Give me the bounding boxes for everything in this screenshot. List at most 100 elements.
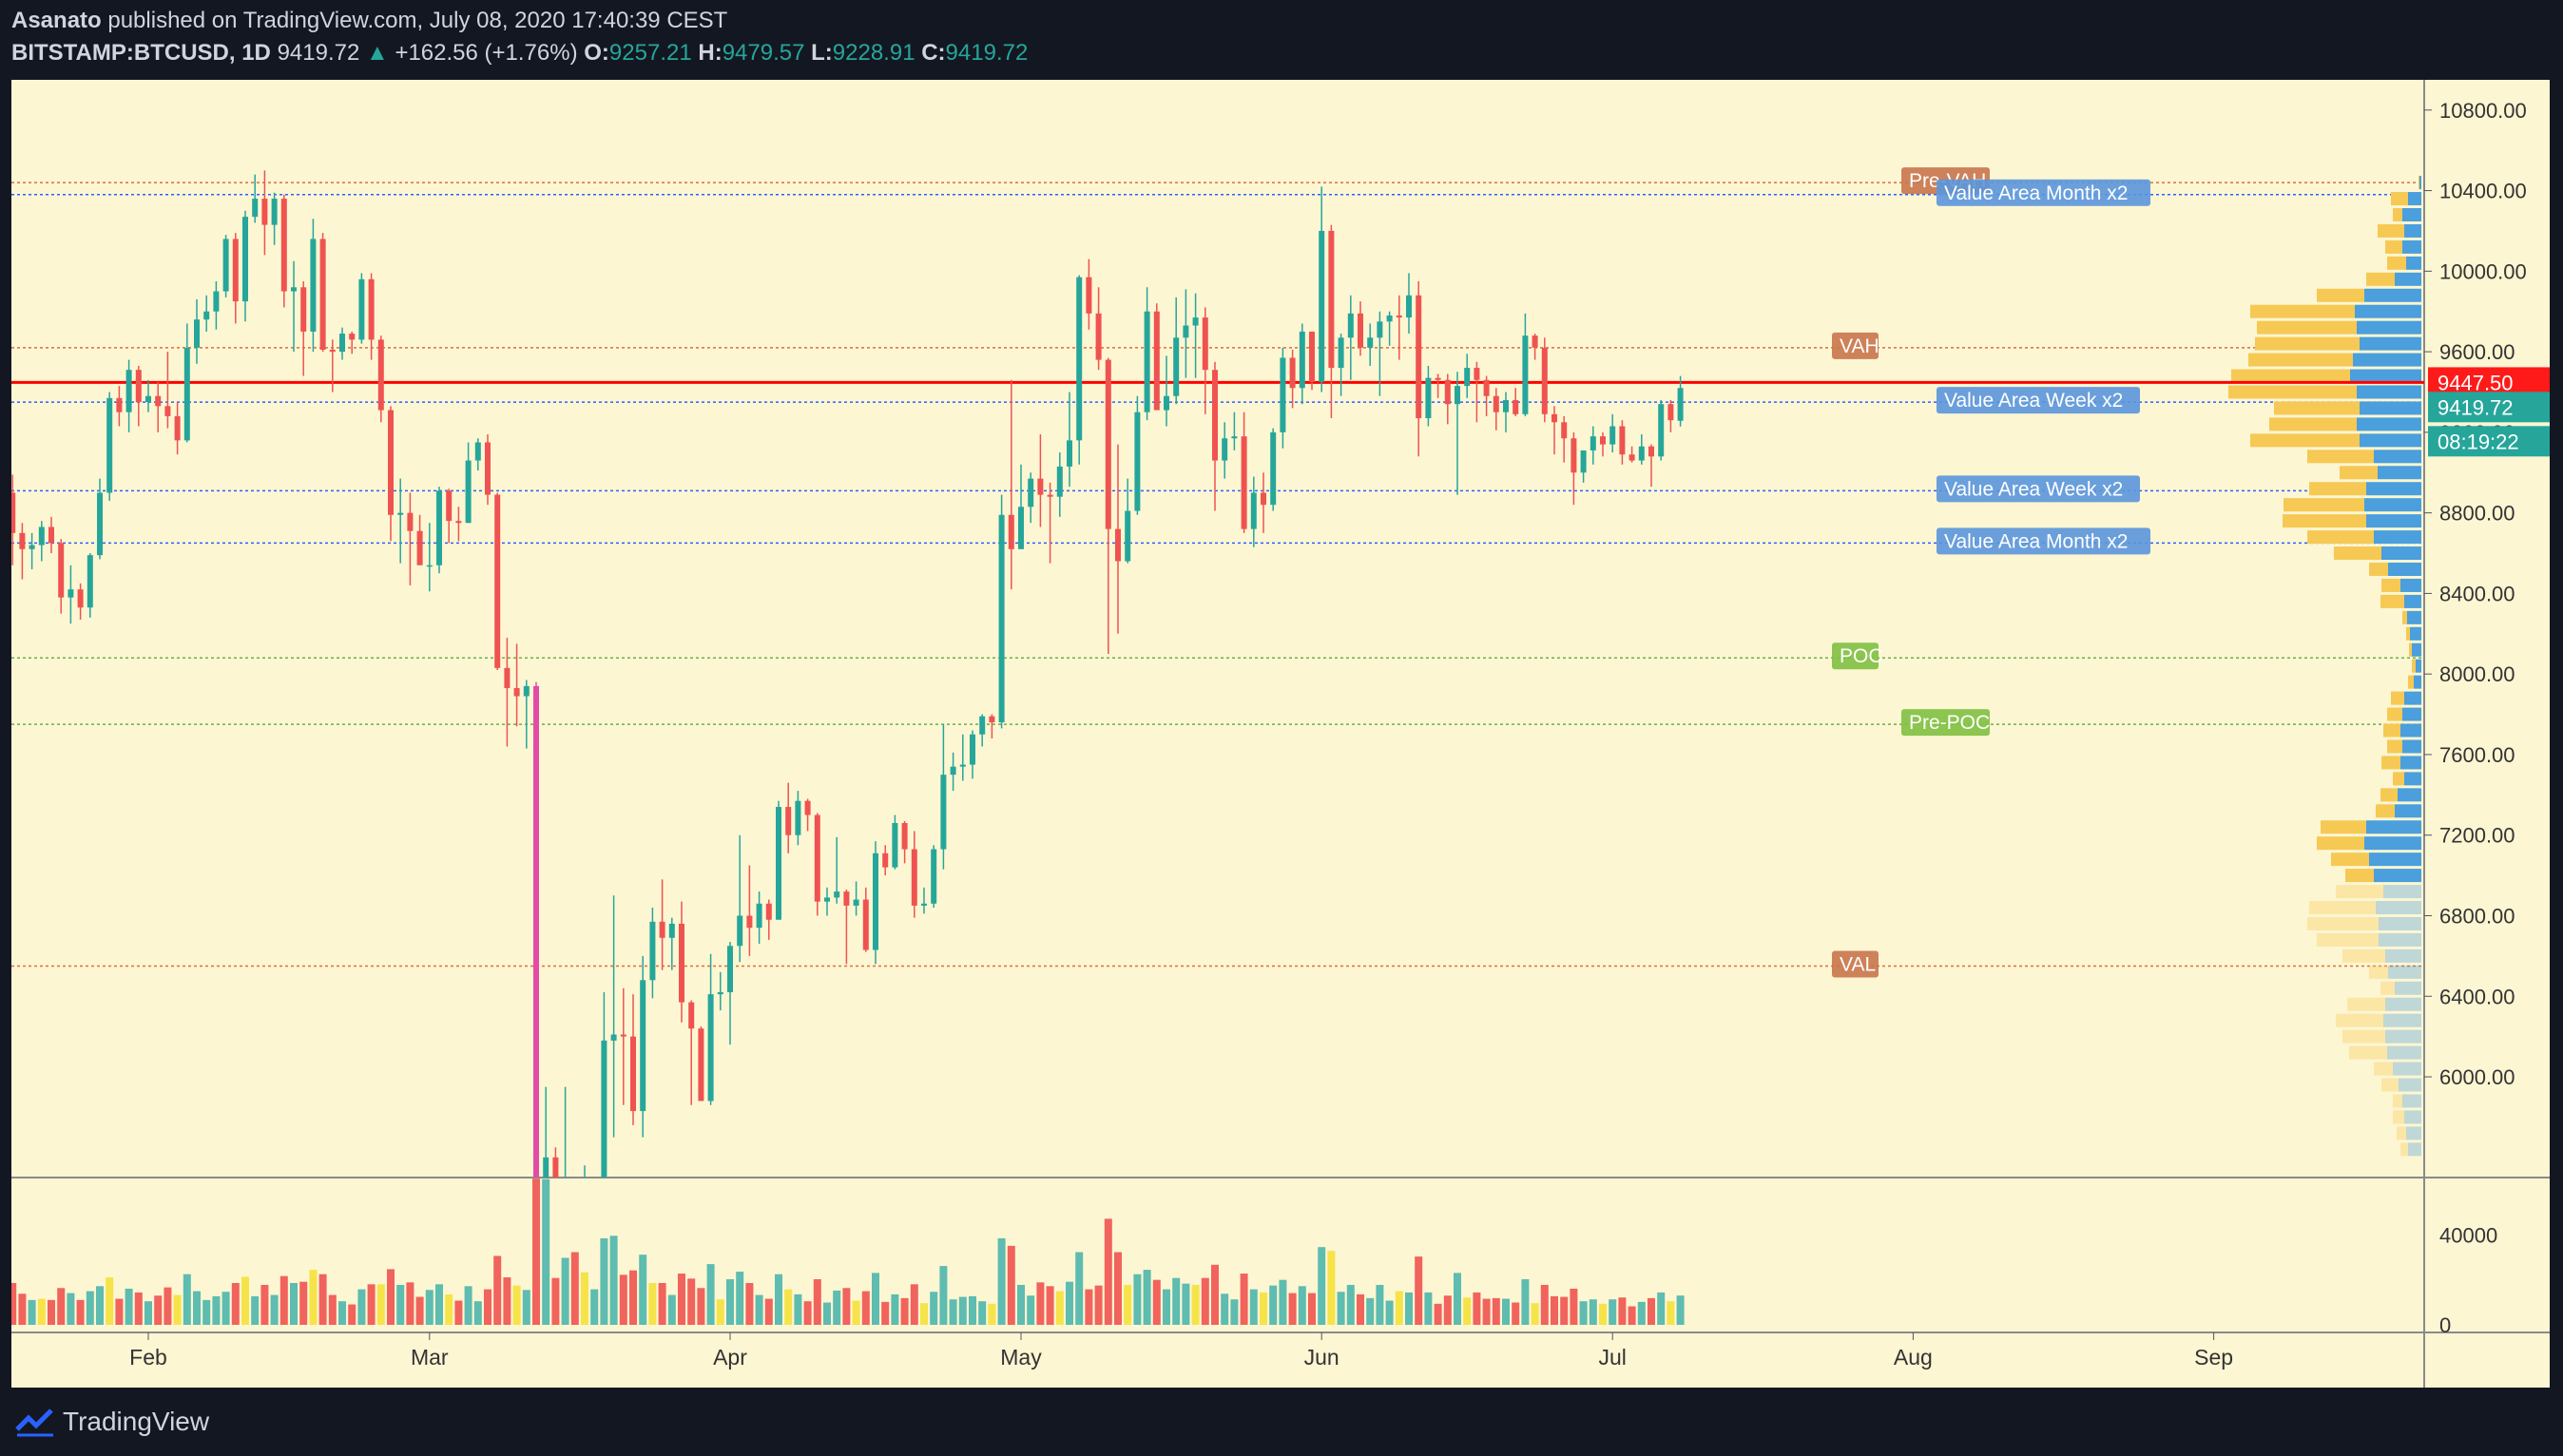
level-label-box bbox=[1832, 950, 1879, 978]
x-tick-label: Apr bbox=[713, 1345, 747, 1370]
volume-profile-bar-blue bbox=[2400, 756, 2421, 770]
volume-bar bbox=[1007, 1245, 1015, 1325]
candle-body bbox=[1377, 321, 1383, 338]
volume-bar bbox=[1637, 1301, 1646, 1325]
volume-bar bbox=[173, 1294, 182, 1325]
candle-body bbox=[77, 589, 84, 608]
volume-profile-bar-yellow bbox=[2255, 336, 2360, 351]
y-tick-label: 10000.00 bbox=[2439, 259, 2527, 283]
volume-bar bbox=[1657, 1292, 1666, 1325]
candle-body bbox=[416, 530, 423, 565]
symbol-label[interactable]: BITSTAMP:BTCUSD, 1D bbox=[11, 40, 271, 66]
candle-body bbox=[1008, 514, 1014, 549]
volume-bar bbox=[376, 1284, 385, 1325]
volume-bar bbox=[1260, 1292, 1267, 1325]
candle-body bbox=[873, 853, 878, 950]
candle-body bbox=[280, 199, 287, 292]
volume-profile-bar-blue bbox=[2364, 836, 2421, 851]
x-tick-label: Jun bbox=[1304, 1345, 1339, 1370]
volume-profile-bar-yellow bbox=[2381, 756, 2400, 770]
volume-bar bbox=[997, 1237, 1006, 1325]
volume-profile-bar-yellow bbox=[2317, 288, 2364, 302]
volume-profile-bar-blue bbox=[2353, 353, 2421, 367]
volume-bar bbox=[1133, 1274, 1142, 1325]
close-value: 9419.72 bbox=[945, 40, 1029, 66]
volume-bar bbox=[600, 1237, 608, 1325]
candle-body bbox=[155, 395, 162, 407]
price-change: +162.56 (+1.76%) bbox=[395, 40, 578, 66]
volume-profile-bar-blue bbox=[2400, 723, 2421, 738]
volume-bar bbox=[861, 1291, 870, 1325]
volume-profile-bar-faded-blue bbox=[2383, 885, 2421, 899]
volume-profile-bar-yellow bbox=[2393, 207, 2402, 221]
volume-profile-bar-blue bbox=[2402, 239, 2421, 254]
publish-line: Asanato published on TradingView.com, Ju… bbox=[11, 8, 727, 34]
candle-body bbox=[87, 555, 93, 608]
volume-bar bbox=[454, 1300, 463, 1325]
volume-bar bbox=[1570, 1288, 1578, 1325]
volume-bar bbox=[842, 1288, 851, 1325]
volume-profile-bar-yellow bbox=[2228, 385, 2357, 399]
tradingview-logo-icon[interactable] bbox=[15, 1407, 55, 1437]
candle-body bbox=[465, 460, 472, 524]
volume-profile-bar-blue bbox=[2366, 820, 2421, 834]
volume-profile-bar-yellow bbox=[2366, 272, 2395, 286]
volume-bar bbox=[803, 1301, 812, 1325]
candle-body bbox=[901, 823, 908, 850]
chart-area[interactable]: 6000.00 6400.00 6800.00 7200.00 7600.00 8000.… bbox=[11, 80, 2550, 1388]
volume-bar bbox=[154, 1295, 163, 1325]
volume-profile-bar-blue bbox=[2388, 562, 2421, 576]
candle-body bbox=[1144, 311, 1150, 412]
candle-body bbox=[1028, 478, 1034, 508]
candle-body bbox=[1241, 436, 1247, 529]
candle-body bbox=[533, 685, 539, 1178]
volume-bar bbox=[1531, 1303, 1539, 1325]
candle-body bbox=[397, 512, 404, 515]
volume-bar bbox=[348, 1304, 357, 1325]
tradingview-brand[interactable]: TradingView bbox=[63, 1407, 210, 1436]
volume-profile-bar-blue bbox=[2402, 739, 2421, 754]
volume-profile-bar-blue bbox=[2416, 659, 2421, 673]
volume-bar bbox=[1221, 1293, 1229, 1325]
price-chart[interactable]: 6000.00 6400.00 6800.00 7200.00 7600.00 8000.… bbox=[11, 80, 2550, 1388]
volume-bar bbox=[1279, 1279, 1287, 1325]
close-label: C: bbox=[921, 40, 946, 66]
volume-profile-bar-blue bbox=[2355, 304, 2421, 318]
candle-body bbox=[125, 370, 132, 412]
volume-bar bbox=[1366, 1297, 1375, 1325]
volume-profile-bar-faded-yellow bbox=[2381, 1078, 2399, 1092]
volume-bar bbox=[1473, 1292, 1481, 1325]
volume-profile-bar-blue bbox=[2404, 594, 2421, 608]
volume-bar bbox=[678, 1274, 685, 1325]
volume-bar bbox=[1376, 1284, 1384, 1325]
volume-bar bbox=[1288, 1293, 1297, 1325]
candle-body bbox=[1513, 399, 1519, 414]
volume-profile-bar-blue bbox=[2364, 498, 2421, 512]
volume-profile-bar-blue bbox=[2357, 320, 2421, 335]
volume-profile-bar-faded-blue bbox=[2393, 1062, 2421, 1076]
volume-profile-bar-faded-yellow bbox=[2309, 901, 2376, 915]
candle-body bbox=[485, 442, 491, 495]
candle-body bbox=[746, 915, 753, 929]
y-tick-label: 8000.00 bbox=[2439, 662, 2515, 686]
volume-bar bbox=[86, 1291, 94, 1325]
volume-profile-bar-yellow bbox=[2334, 546, 2381, 561]
open-label: O: bbox=[584, 40, 609, 66]
volume-bar bbox=[1443, 1295, 1452, 1325]
candle-body bbox=[1503, 399, 1509, 412]
level-label: Value Area Month x2 bbox=[1944, 182, 2128, 204]
level-label: VAH bbox=[1840, 335, 1879, 357]
volume-bar bbox=[290, 1282, 298, 1325]
candle-body bbox=[959, 764, 966, 767]
volume-profile-bar-blue bbox=[2404, 772, 2421, 786]
volume-profile-bar-blue bbox=[2360, 433, 2421, 448]
countdown-label: 08:19:22 bbox=[2438, 430, 2519, 453]
candle-body bbox=[804, 800, 811, 815]
candle-body bbox=[1270, 431, 1277, 506]
author-name[interactable]: Asanato bbox=[11, 8, 102, 33]
open-value: 9257.21 bbox=[608, 40, 692, 66]
volume-bar bbox=[1075, 1252, 1084, 1325]
volume-bar bbox=[570, 1252, 579, 1325]
x-tick-label: Mar bbox=[411, 1345, 449, 1370]
volume-profile-bar-faded-yellow bbox=[2393, 1094, 2402, 1108]
